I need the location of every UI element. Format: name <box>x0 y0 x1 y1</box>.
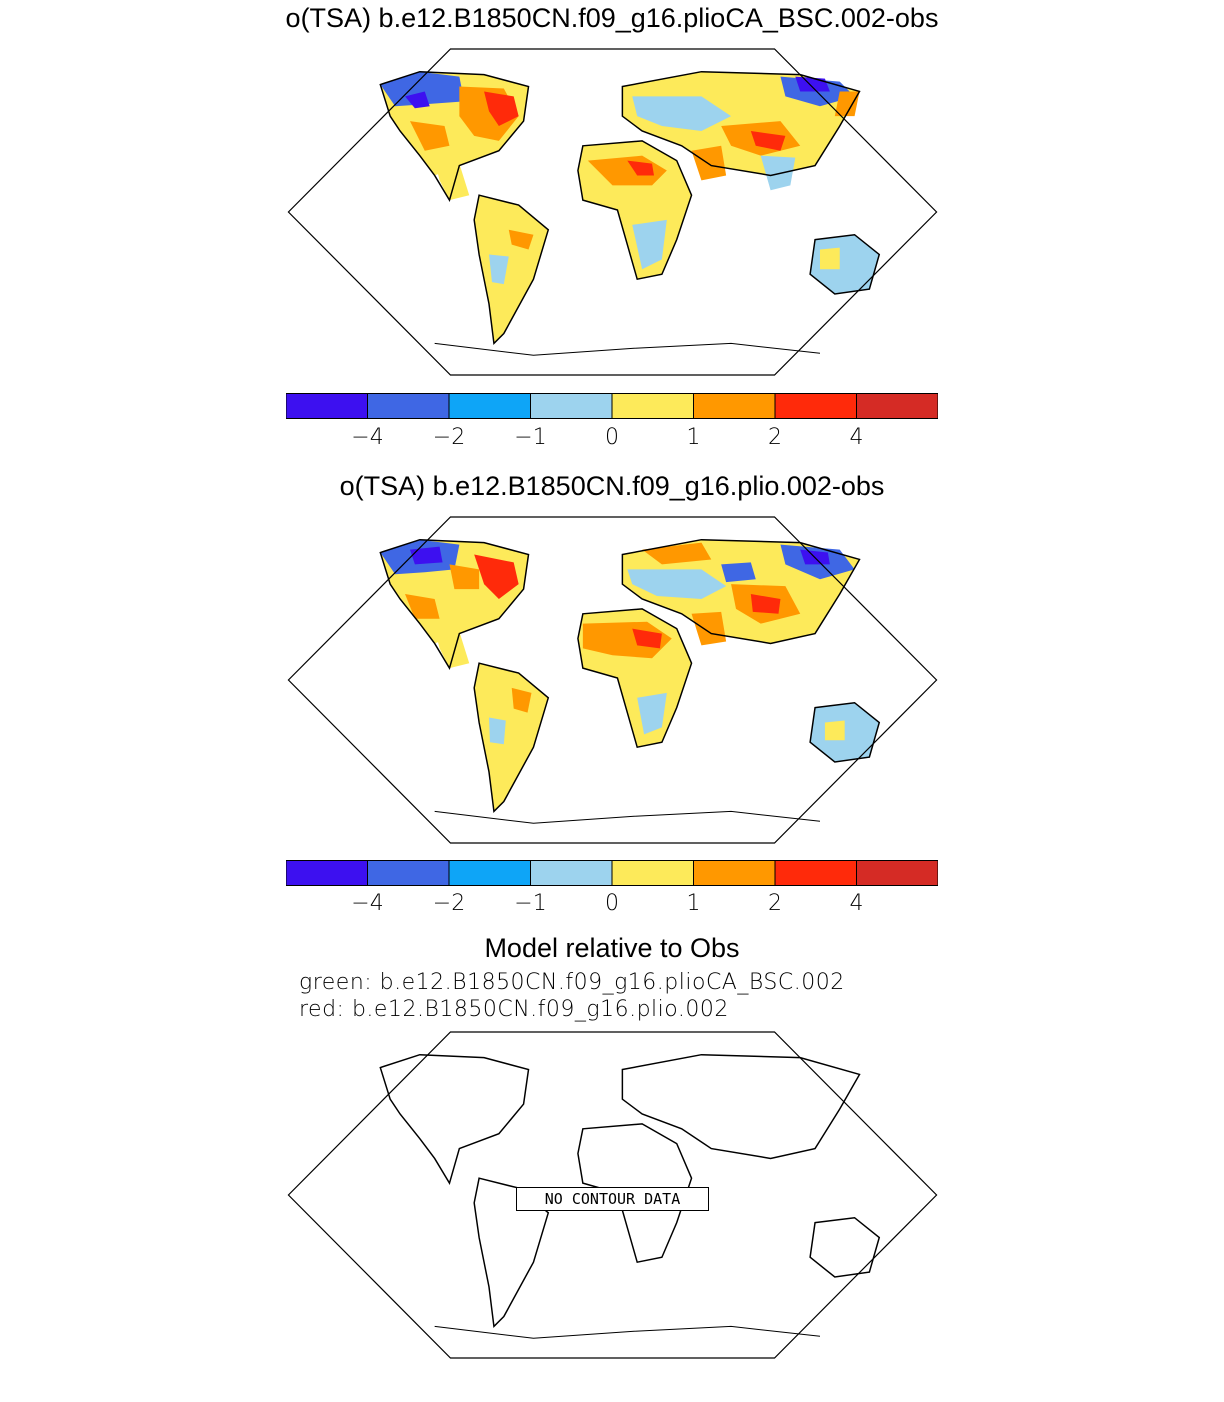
colorbar-tick: −4 <box>351 425 384 450</box>
colorbar-swatch <box>448 860 531 886</box>
legend-green-line: green: b.e12.B1850CN.f09_g16.plioCA_BSC.… <box>299 970 845 995</box>
colorbar-tick: 0 <box>605 425 619 450</box>
panel-1-map <box>287 48 938 376</box>
colorbar-tick: 1 <box>686 891 701 916</box>
land-anomaly-fill <box>380 71 880 344</box>
colorbar-swatch <box>611 860 694 886</box>
panel-2-title: o(TSA) b.e12.B1850CN.f09_g16.plio.002-ob… <box>339 471 885 501</box>
map-border <box>287 1031 938 1359</box>
colorbar-swatch <box>856 860 938 886</box>
panel-2-colorbar-labels: −4 −2 −1 0 1 2 4 <box>286 891 938 919</box>
colorbar-swatch <box>611 393 694 419</box>
colorbar-tick: −1 <box>514 425 547 450</box>
colorbar-tick: 2 <box>768 425 782 450</box>
no-contour-data-label: NO CONTOUR DATA <box>516 1187 709 1211</box>
map-border <box>287 516 938 844</box>
colorbar-tick: 0 <box>605 891 619 916</box>
colorbar-swatch <box>774 860 857 886</box>
colorbar-swatch <box>367 860 450 886</box>
colorbar-swatch <box>530 393 613 419</box>
colorbar-swatch <box>693 860 776 886</box>
colorbar-swatch <box>367 393 450 419</box>
panel-1-title: o(TSA) b.e12.B1850CN.f09_g16.plioCA_BSC.… <box>285 3 939 33</box>
panel-3-title: Model relative to Obs <box>484 933 740 963</box>
coastlines <box>379 538 881 824</box>
colorbar-tick: −2 <box>432 425 466 450</box>
land-anomaly-fill <box>380 539 880 812</box>
colorbar-swatch <box>286 393 368 419</box>
legend-red-line: red: b.e12.B1850CN.f09_g16.plio.002 <box>299 997 729 1022</box>
colorbar-tick: −1 <box>514 891 547 916</box>
colorbar-swatch <box>448 393 531 419</box>
colorbar-swatch <box>530 860 613 886</box>
colorbar-tick: −4 <box>351 891 384 916</box>
coastlines <box>379 1053 881 1339</box>
panel-3-map <box>287 1031 938 1359</box>
panel-2-colorbar <box>286 860 938 886</box>
colorbar-swatch <box>286 860 368 886</box>
colorbar-tick: 1 <box>686 425 701 450</box>
panel-1-colorbar-labels: −4 −2 −1 0 1 2 4 <box>286 425 938 453</box>
panel-2-map <box>287 516 938 844</box>
coastlines <box>379 70 881 356</box>
colorbar-tick: 2 <box>768 891 782 916</box>
colorbar-swatch <box>856 393 938 419</box>
colorbar-tick: −2 <box>432 891 466 916</box>
panel-1-colorbar <box>286 393 938 419</box>
colorbar-swatch <box>693 393 776 419</box>
colorbar-tick: 4 <box>849 891 864 916</box>
map-border <box>287 48 938 376</box>
colorbar-tick: 4 <box>849 425 864 450</box>
colorbar-swatch <box>774 393 857 419</box>
